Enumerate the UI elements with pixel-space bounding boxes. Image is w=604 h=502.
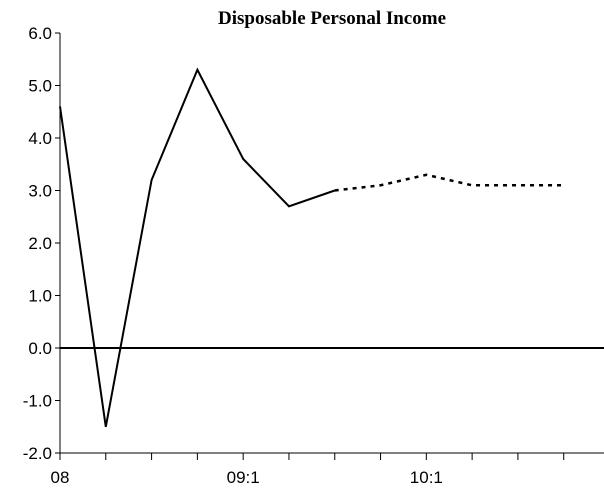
y-tick-label: 3.0: [28, 182, 52, 201]
y-tick-label: -1.0: [23, 392, 52, 411]
y-tick-label: 6.0: [28, 24, 52, 43]
y-tick-label: 2.0: [28, 234, 52, 253]
x-tick-label: 08: [51, 468, 70, 487]
actual-series-line: [59, 67, 336, 427]
y-tick-label: 4.0: [28, 129, 52, 148]
x-tick-label: 09:1: [227, 468, 260, 487]
y-tick-label: 5.0: [28, 77, 52, 96]
y-tick-label: -2.0: [23, 444, 52, 463]
axes: [55, 32, 604, 460]
tick-labels: 6.0 5.0 4.0 3.0 2.0 1.0 0.0 -1.0 -2.0 08 09:1 10:1: [23, 24, 443, 487]
chart-title: Disposable Personal Income: [218, 8, 446, 29]
forecast-series-line: [334, 173, 564, 192]
series-layer: [59, 67, 564, 427]
y-tick-label: 1.0: [28, 287, 52, 306]
x-tick-label: 10:1: [410, 468, 443, 487]
y-tick-label: 0.0: [28, 339, 52, 358]
